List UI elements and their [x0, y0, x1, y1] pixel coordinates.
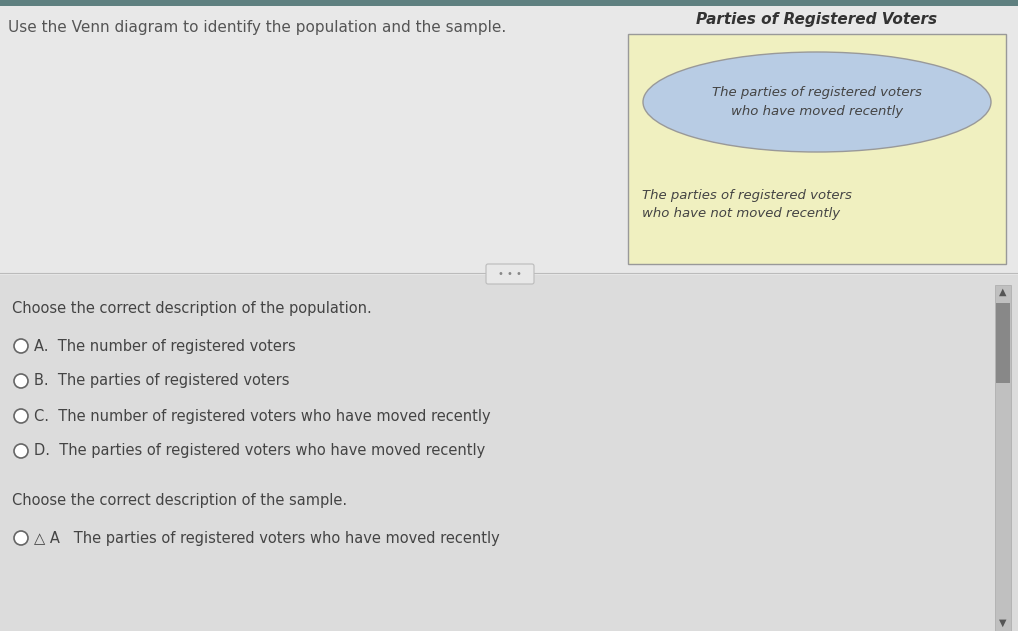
FancyBboxPatch shape — [628, 34, 1006, 264]
FancyBboxPatch shape — [0, 0, 1018, 6]
Circle shape — [14, 531, 29, 545]
Text: B.  The parties of registered voters: B. The parties of registered voters — [34, 374, 289, 389]
Text: The parties of registered voters
who have not moved recently: The parties of registered voters who hav… — [642, 189, 852, 220]
FancyBboxPatch shape — [486, 264, 534, 284]
Text: Parties of Registered Voters: Parties of Registered Voters — [696, 12, 938, 27]
Ellipse shape — [643, 52, 991, 152]
Text: D.  The parties of registered voters who have moved recently: D. The parties of registered voters who … — [34, 444, 486, 459]
Text: Choose the correct description of the population.: Choose the correct description of the po… — [12, 301, 372, 316]
FancyBboxPatch shape — [0, 275, 1018, 631]
Circle shape — [14, 444, 29, 458]
FancyBboxPatch shape — [0, 0, 1018, 275]
Circle shape — [14, 374, 29, 388]
Text: • • •: • • • — [498, 269, 522, 279]
Text: △ A   The parties of registered voters who have moved recently: △ A The parties of registered voters who… — [34, 531, 500, 546]
Text: C.  The number of registered voters who have moved recently: C. The number of registered voters who h… — [34, 408, 491, 423]
Text: A.  The number of registered voters: A. The number of registered voters — [34, 338, 296, 353]
Circle shape — [14, 409, 29, 423]
Text: Use the Venn diagram to identify the population and the sample.: Use the Venn diagram to identify the pop… — [8, 20, 506, 35]
FancyBboxPatch shape — [996, 303, 1010, 383]
Circle shape — [14, 339, 29, 353]
Text: The parties of registered voters
who have moved recently: The parties of registered voters who hav… — [712, 86, 922, 118]
Text: Choose the correct description of the sample.: Choose the correct description of the sa… — [12, 493, 347, 508]
Text: ▼: ▼ — [1000, 618, 1007, 628]
FancyBboxPatch shape — [995, 285, 1011, 631]
Text: ▲: ▲ — [1000, 287, 1007, 297]
